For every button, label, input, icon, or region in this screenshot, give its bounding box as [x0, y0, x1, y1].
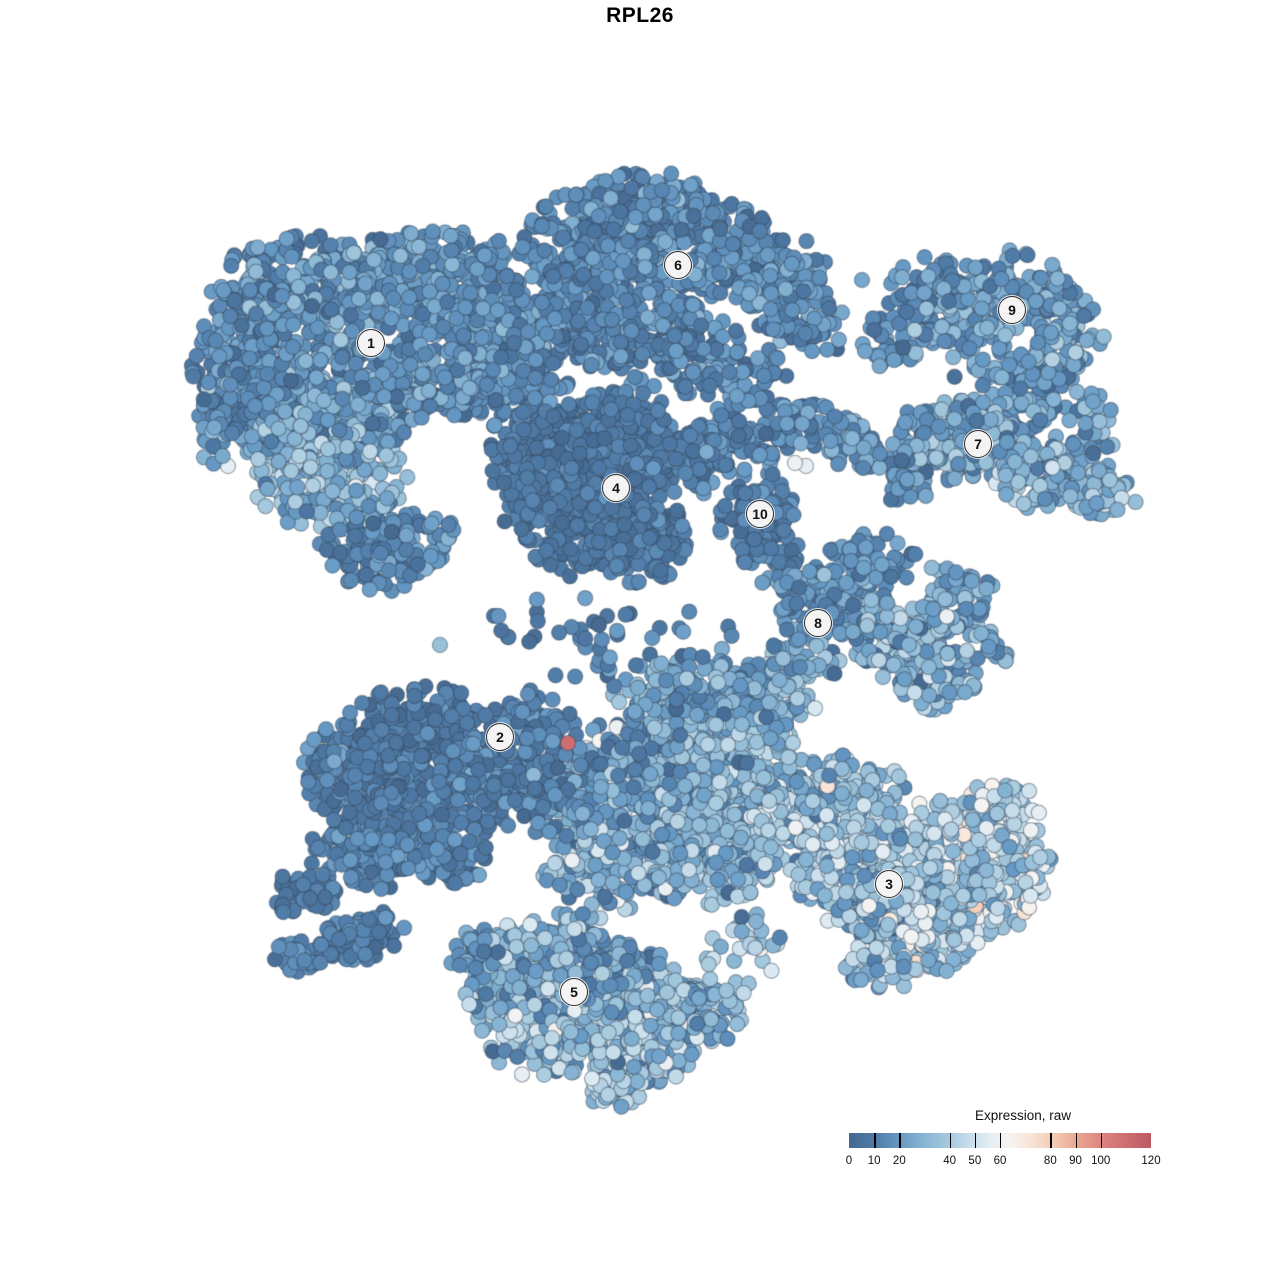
cluster-label-6: 6 — [664, 251, 692, 279]
cluster-label-9: 9 — [998, 296, 1026, 324]
chart-title: RPL26 — [606, 4, 674, 27]
cluster-label-8: 8 — [804, 609, 832, 637]
cluster-label-1: 1 — [357, 329, 385, 357]
cluster-label-10: 10 — [746, 500, 774, 528]
cluster-label-3: 3 — [875, 870, 903, 898]
cluster-label-5: 5 — [560, 978, 588, 1006]
cluster-label-2: 2 — [486, 723, 514, 751]
cluster-label-7: 7 — [964, 430, 992, 458]
cluster-label-4: 4 — [602, 474, 630, 502]
